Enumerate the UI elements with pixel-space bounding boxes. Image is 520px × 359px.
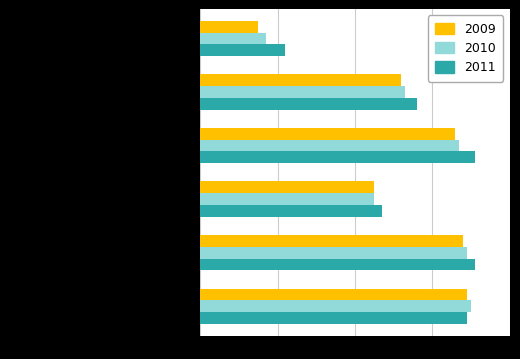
Bar [0,86,405,98]
Bar [0,235,463,247]
Bar [0,289,467,300]
Bar [0,44,285,56]
Bar [0,128,456,140]
Bar [0,140,459,151]
Bar [0,151,475,163]
Bar [0,21,258,33]
Bar [0,33,266,44]
Legend: 2009, 2010, 2011: 2009, 2010, 2011 [428,15,503,82]
Bar [0,205,382,217]
Bar [0,193,374,205]
Bar [0,312,467,324]
Bar [0,181,374,193]
Bar [0,98,417,109]
Bar [0,300,471,312]
Bar [0,258,475,270]
Bar [0,247,467,258]
Bar [0,74,401,86]
